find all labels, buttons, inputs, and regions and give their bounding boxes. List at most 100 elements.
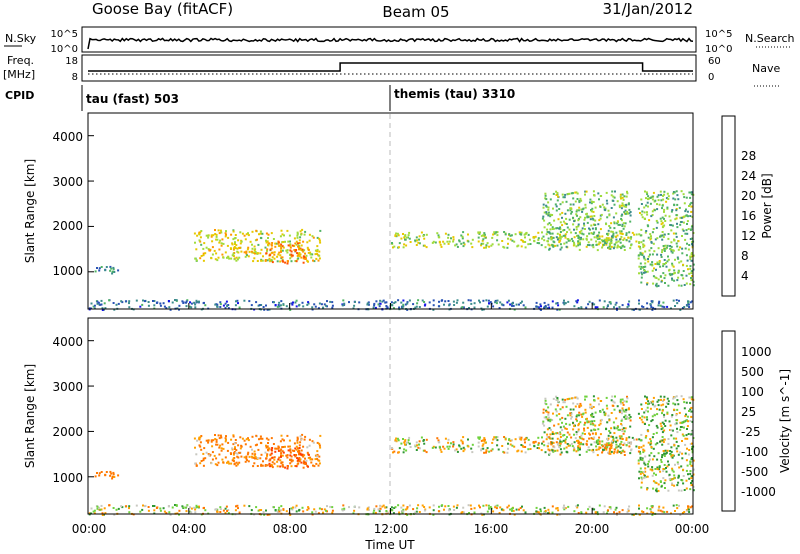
velocity-echo-cell	[553, 424, 556, 427]
power-echo-cell	[652, 275, 655, 278]
velocity-echo-cell	[649, 407, 652, 410]
velocity-echo-cell	[96, 472, 98, 474]
velocity-echo-cell	[643, 476, 645, 479]
velocity-echo-cell	[257, 509, 260, 512]
velocity-echo-cell	[279, 449, 282, 452]
power-echo-cell	[561, 216, 563, 219]
power-echo-cell	[447, 233, 450, 236]
power-echo-cell	[514, 233, 517, 236]
velocity-echo-cell	[558, 413, 561, 415]
power-echo-cell	[289, 249, 292, 252]
velocity-echo-cell	[432, 445, 435, 448]
velocity-echo-cell	[654, 468, 657, 470]
velocity-echo-cell	[651, 415, 654, 418]
power-echo-cell	[273, 257, 276, 260]
velocity-echo-cell	[583, 429, 586, 432]
power-echo-cell	[423, 237, 426, 240]
power-echo-cell	[585, 306, 588, 309]
velocity-echo-cell	[281, 454, 284, 457]
velocity-echo-cell	[207, 453, 210, 456]
power-echo-cell	[236, 258, 239, 261]
velocity-echo-cell	[473, 511, 476, 514]
velocity-echo-cell	[689, 472, 692, 475]
velocity-echo-cell	[316, 453, 319, 456]
power-echo-cell	[578, 201, 581, 204]
power-echo-cell	[570, 192, 573, 195]
power-echo-cell	[225, 230, 227, 233]
velocity-echo-cell	[432, 504, 435, 507]
power-echo-cell	[619, 241, 622, 244]
power-echo-cell	[469, 299, 472, 302]
power-echo-cell	[575, 210, 578, 213]
velocity-echo-cell	[478, 437, 481, 440]
power-echo-cell	[640, 281, 643, 284]
velocity-echo-cell	[281, 464, 284, 467]
velocity-echo-cell	[647, 430, 650, 433]
power-echo-cell	[284, 240, 286, 243]
velocity-echo-cell	[494, 504, 497, 507]
power-echo-cell	[661, 238, 664, 241]
power-echo-cell	[664, 274, 667, 277]
velocity-echo-cell	[556, 449, 559, 452]
velocity-echo-cell	[655, 431, 658, 434]
velocity-echo-cell	[247, 451, 250, 454]
velocity-echo-cell	[545, 403, 548, 406]
power-echo-cell	[227, 304, 230, 306]
velocity-echo-cell	[348, 506, 350, 509]
velocity-echo-cell	[436, 437, 439, 440]
power-echo-cell	[620, 207, 623, 210]
power-echo-cell	[545, 233, 548, 236]
power-echo-cell	[642, 306, 645, 308]
power-echo-cell	[690, 228, 693, 231]
velocity-echo-cell	[403, 440, 406, 443]
power-echo-cell	[649, 197, 652, 199]
velocity-echo-cell	[100, 471, 103, 473]
power-echo-cell	[182, 301, 185, 304]
power-echo-cell	[302, 255, 305, 258]
velocity-echo-cell	[613, 448, 616, 451]
velocity-echo-cell	[619, 443, 621, 446]
power-echo-cell	[279, 304, 282, 307]
power-echo-cell	[392, 307, 395, 310]
power-echo-cell	[391, 304, 394, 307]
velocity-echo-cell	[463, 448, 466, 451]
power-echo-cell	[298, 248, 300, 251]
velocity-echo-cell	[312, 441, 315, 444]
power-echo-cell	[542, 215, 545, 218]
velocity-echo-cell	[665, 467, 667, 469]
velocity-echo-cell	[620, 451, 623, 454]
power-echo-cell	[234, 247, 237, 250]
power-echo-cell	[556, 308, 559, 311]
velocity-echo-cell	[667, 403, 670, 405]
velocity-echo-cell	[672, 397, 675, 400]
velocity-echo-cell	[88, 512, 91, 515]
velocity-echo-cell	[291, 459, 294, 462]
power-echo-cell	[250, 304, 253, 307]
velocity-echo-cell	[633, 438, 636, 441]
velocity-echo-cell	[404, 443, 406, 446]
velocity-echo-cell	[687, 505, 689, 508]
velocity-echo-cell	[101, 512, 104, 515]
power-echo-cell	[647, 205, 649, 208]
velocity-echo-cell	[613, 408, 616, 411]
velocity-echo-cell	[626, 511, 629, 514]
velocity-echo-cell	[113, 513, 116, 516]
velocity-echo-cell	[566, 443, 569, 445]
power-echo-cell	[264, 246, 267, 249]
power-echo-cell	[644, 250, 647, 253]
velocity-echo-cell	[513, 513, 516, 516]
power-echo-cell	[632, 308, 635, 311]
power-echo-cell	[612, 234, 615, 237]
power-echo-cell	[572, 223, 575, 226]
velocity-echo-cell	[621, 450, 624, 453]
velocity-echo-cell	[687, 433, 690, 435]
power-echo-cell	[572, 197, 575, 200]
power-echo-cell	[287, 260, 289, 263]
velocity-echo-cell	[524, 441, 526, 444]
velocity-echo-cell	[545, 410, 548, 413]
velocity-echo-cell	[604, 445, 607, 448]
velocity-echo-cell	[227, 509, 230, 511]
velocity-echo-cell	[555, 410, 558, 413]
power-echo-cell	[571, 192, 574, 195]
velocity-echo-cell	[551, 437, 554, 440]
